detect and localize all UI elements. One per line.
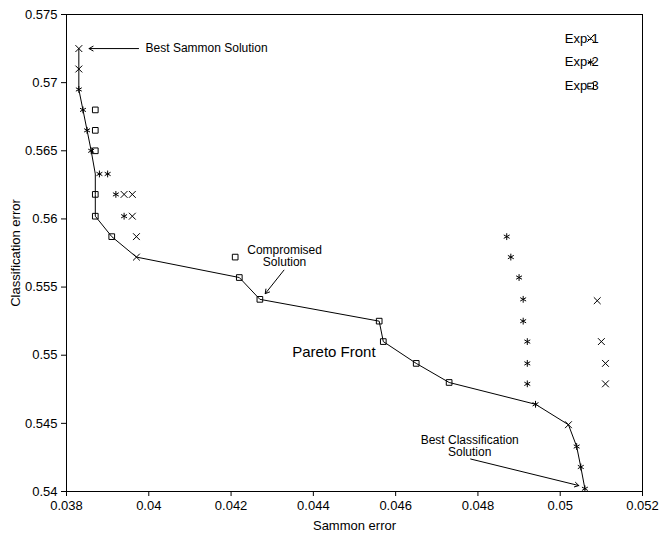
svg-text:0.052: 0.052 xyxy=(626,498,659,513)
svg-text:CompromisedSolution: CompromisedSolution xyxy=(247,243,322,269)
svg-text:0.05: 0.05 xyxy=(548,498,573,513)
svg-text:0.545: 0.545 xyxy=(25,416,58,431)
svg-text:0.565: 0.565 xyxy=(25,143,58,158)
svg-text:0.044: 0.044 xyxy=(297,498,330,513)
svg-text:0.04: 0.04 xyxy=(136,498,161,513)
svg-text:0.55: 0.55 xyxy=(32,347,57,362)
svg-text:0.57: 0.57 xyxy=(32,75,57,90)
svg-text:Exp-2: Exp-2 xyxy=(565,54,599,69)
svg-text:Classification error: Classification error xyxy=(8,199,23,307)
svg-text:Exp-3: Exp-3 xyxy=(565,78,599,93)
svg-text:Sammon error: Sammon error xyxy=(313,518,397,533)
svg-text:0.555: 0.555 xyxy=(25,279,58,294)
svg-text:Exp-1: Exp-1 xyxy=(565,31,599,46)
svg-text:0.575: 0.575 xyxy=(25,7,58,22)
svg-text:0.046: 0.046 xyxy=(379,498,412,513)
svg-text:Pareto Front: Pareto Front xyxy=(292,343,376,360)
svg-text:0.038: 0.038 xyxy=(50,498,83,513)
svg-text:Best ClassificationSolution: Best ClassificationSolution xyxy=(421,433,519,459)
svg-text:0.042: 0.042 xyxy=(215,498,248,513)
svg-text:0.048: 0.048 xyxy=(462,498,495,513)
svg-text:Best Sammon Solution: Best Sammon Solution xyxy=(146,41,268,55)
svg-text:0.54: 0.54 xyxy=(32,484,57,499)
svg-text:0.56: 0.56 xyxy=(32,211,57,226)
